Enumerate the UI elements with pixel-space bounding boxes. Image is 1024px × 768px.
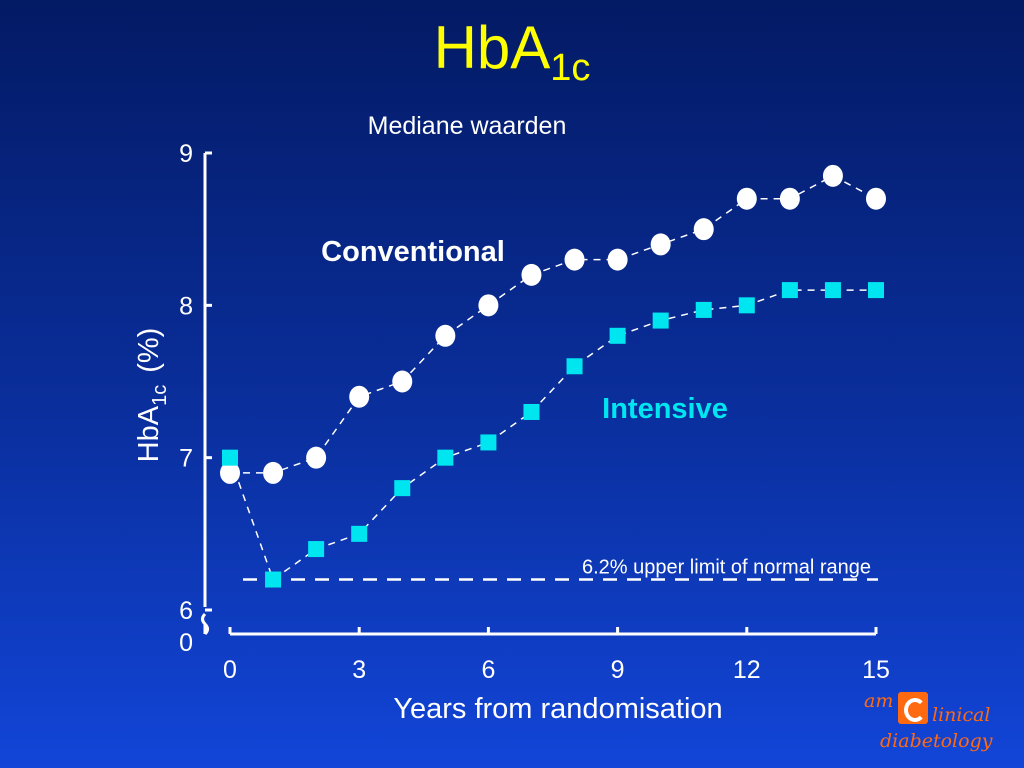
conventional-data-point <box>607 248 628 271</box>
intensive-data-point <box>824 282 841 299</box>
y-axis-title: HbA1c (%) <box>133 328 171 463</box>
slide-subtitle: Mediane waarden <box>367 112 567 140</box>
slide-title-main: HbA <box>433 14 551 81</box>
reference-line-label: 6.2% upper limit of normal range <box>582 557 871 579</box>
chart-labels: Years from randomisation HbA1c (%) Conventi… <box>133 236 728 725</box>
intensive-data-point <box>781 282 798 299</box>
intensive-data-point <box>652 312 669 329</box>
series-line-intensive <box>229 289 876 581</box>
intensive-data-point <box>609 327 626 344</box>
intensive-data-point <box>222 449 238 466</box>
x-tick-label: 15 <box>862 656 890 684</box>
x-axis-title: Years from randomisation <box>393 693 722 725</box>
conventional-data-point <box>220 461 240 484</box>
clinical-diabetology-logo: am linical diabetology <box>864 688 1014 758</box>
reference-line-group: 6.2% upper limit of normal range <box>243 557 878 581</box>
y-tick-label: 9 <box>179 140 193 168</box>
axes: 6 7 8 9 0 0 3 6 9 12 15 <box>179 140 890 684</box>
intensive-data-point <box>738 297 755 314</box>
intensive-data-point <box>695 301 712 318</box>
logo-c-icon <box>898 692 928 724</box>
intensive-data-point <box>868 282 884 299</box>
intensive-data-point <box>566 358 583 375</box>
y-axis-title-unit: (%) <box>133 328 165 373</box>
conventional-data-point <box>392 370 413 393</box>
intensive-data-point <box>308 541 325 558</box>
x-tick-label: 0 <box>223 656 237 684</box>
logo-prefix: am <box>864 690 894 712</box>
logo-word-linical: linical <box>932 704 991 726</box>
x-tick-label: 3 <box>352 656 366 684</box>
series-lines <box>229 175 877 581</box>
conventional-data-point <box>306 446 327 469</box>
series-label-intensive: Intensive <box>602 393 728 425</box>
logo-word-diabetology: diabetology <box>880 730 993 752</box>
conventional-data-point <box>693 218 714 241</box>
series-markers <box>220 164 886 588</box>
conventional-data-point <box>478 294 499 317</box>
intensive-data-point <box>437 449 454 466</box>
conventional-data-point <box>650 233 671 256</box>
conventional-data-point <box>779 187 800 210</box>
x-tick-label: 9 <box>611 656 625 684</box>
conventional-data-point <box>564 248 585 271</box>
slide-title: HbA1c <box>0 18 1024 89</box>
series-label-conventional: Conventional <box>321 236 505 268</box>
conventional-data-point <box>263 461 284 484</box>
y-tick-label: 8 <box>179 292 193 320</box>
y-tick-label: 7 <box>179 445 193 473</box>
conventional-data-point <box>866 187 886 210</box>
conventional-data-point <box>521 263 542 286</box>
conventional-data-point <box>822 164 843 187</box>
conventional-data-point <box>435 324 456 347</box>
conventional-data-point <box>736 187 757 210</box>
x-tick-label: 12 <box>733 656 761 684</box>
y-axis-title-subscript: 1c <box>149 385 171 406</box>
intensive-data-point <box>523 403 540 420</box>
y-axis-title-main: HbA <box>133 405 165 462</box>
slide-title-subscript: 1c <box>550 47 591 89</box>
intensive-data-point <box>265 571 282 588</box>
series-line-conventional <box>230 175 877 474</box>
intensive-data-point <box>394 480 411 497</box>
x-tick-label: 6 <box>481 656 495 684</box>
y-tick-label: 6 <box>179 597 193 625</box>
conventional-data-point <box>349 385 370 408</box>
intensive-data-point <box>480 434 497 451</box>
intensive-data-point <box>351 525 368 542</box>
y-tick-label-zero: 0 <box>179 629 193 657</box>
